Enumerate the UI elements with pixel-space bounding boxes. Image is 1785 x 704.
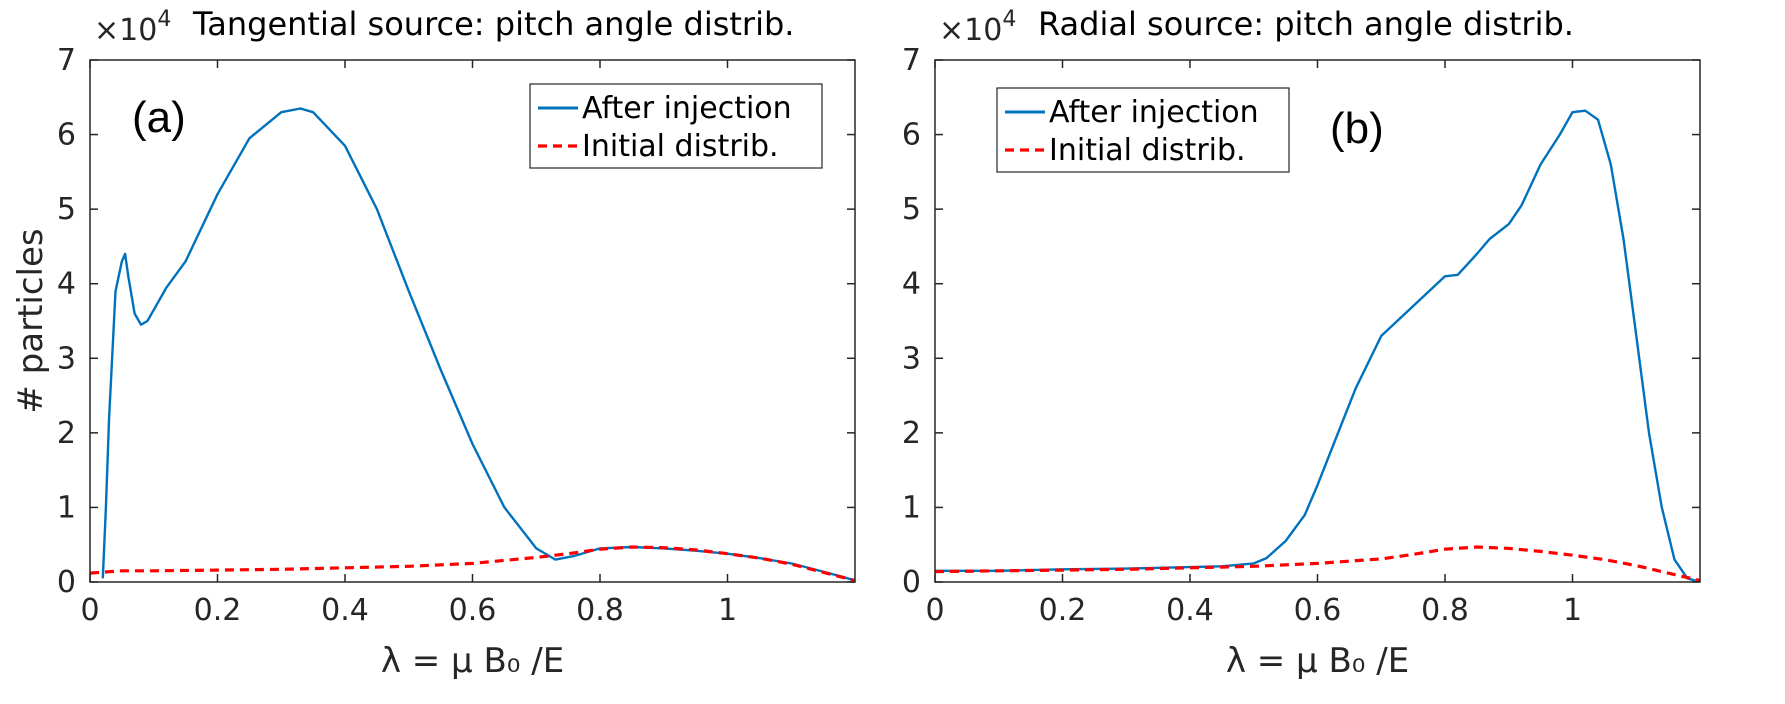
y-tick-label: 1	[57, 490, 76, 525]
legend-label: After injection	[582, 91, 792, 126]
x-tick-label: 0.6	[449, 593, 497, 628]
axis-multiplier-exponent: 4	[1002, 7, 1016, 32]
y-tick-label: 0	[57, 565, 76, 600]
x-tick-label: 0.4	[1166, 593, 1214, 628]
panel-title: Tangential source: pitch angle distrib.	[192, 5, 794, 43]
legend-label: Initial distrib.	[582, 129, 779, 164]
x-tick-label: 0.4	[321, 593, 369, 628]
x-tick-label: 0.2	[1039, 593, 1087, 628]
y-tick-label: 2	[902, 416, 921, 451]
x-tick-label: 0.2	[194, 593, 242, 628]
y-tick-label: 5	[57, 192, 76, 227]
axis-multiplier: ×104	[94, 7, 171, 48]
y-tick-label: 3	[57, 341, 76, 376]
y-tick-label: 4	[57, 267, 76, 302]
y-tick-label: 5	[902, 192, 921, 227]
series-line-after-injection	[101, 107, 855, 582]
y-tick-label: 1	[902, 490, 921, 525]
panel-title: Radial source: pitch angle distrib.	[1038, 5, 1574, 43]
y-tick-label: 7	[57, 43, 76, 78]
y-tick-label: 0	[902, 565, 921, 600]
y-tick-label: 6	[57, 118, 76, 153]
y-tick-label: 3	[902, 341, 921, 376]
y-tick-label: 4	[902, 267, 921, 302]
x-axis-label: λ = μ B₀ /E	[1226, 641, 1409, 681]
y-tick-label: 7	[902, 43, 921, 78]
y-axis-label: # particles	[11, 228, 51, 413]
series-line-initial-distrib	[935, 545, 1700, 582]
y-tick-label: 2	[57, 416, 76, 451]
legend-label: After injection	[1049, 95, 1259, 130]
chart-panel-1: 0 0.2 0.4 0.6 0.8 1 0 1 2 3 4 5 6 7 ×104 Tangential sou…	[11, 5, 856, 681]
legend-box	[529, 83, 823, 169]
x-tick-label: 0.6	[1294, 593, 1342, 628]
x-tick-label: 0	[925, 593, 944, 628]
chart-panel-2: 0 0.2 0.4 0.6 0.8 1 0 1 2 3 4 5 6 7 ×104 Radial source:…	[902, 5, 1701, 681]
x-tick-label: 0.8	[1421, 593, 1469, 628]
y-tick-label: 6	[902, 118, 921, 153]
axis-multiplier-exponent: 4	[157, 7, 171, 32]
x-axis-label: λ = μ B₀ /E	[381, 641, 564, 681]
legend-box	[996, 87, 1290, 173]
panel-label: (a)	[132, 93, 186, 142]
series-line-initial-distrib	[90, 545, 855, 582]
legend-label: Initial distrib.	[1049, 133, 1246, 168]
x-tick-label: 1	[718, 593, 737, 628]
x-tick-label: 1	[1563, 593, 1582, 628]
x-tick-label: 0	[80, 593, 99, 628]
panel-label: (b)	[1330, 104, 1384, 153]
x-tick-label: 0.8	[576, 593, 624, 628]
series-line-after-injection	[935, 109, 1700, 582]
axis-multiplier: ×104	[939, 7, 1016, 48]
